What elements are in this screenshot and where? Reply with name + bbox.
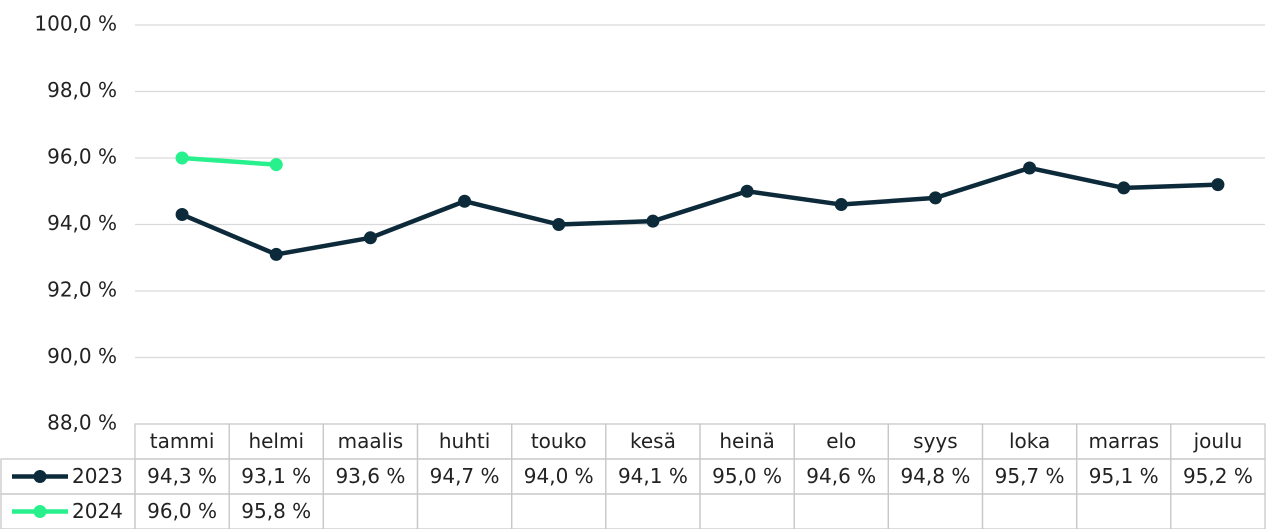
- data-point: [269, 247, 283, 261]
- data-point: [552, 218, 566, 231]
- x-tick-label: syys: [913, 429, 958, 453]
- data-label: 94,8 %: [900, 464, 970, 488]
- data-label: 96,0 %: [147, 499, 217, 523]
- x-tick-label: touko: [531, 429, 587, 453]
- data-point: [363, 231, 377, 245]
- data-label: 94,1 %: [618, 464, 688, 488]
- legend-label: 2024: [72, 499, 123, 523]
- table-cell: [981, 493, 1078, 529]
- data-point: [1117, 181, 1131, 195]
- data-label: 93,6 %: [335, 464, 405, 488]
- table-cell: [511, 493, 607, 529]
- x-tick-label: kesä: [630, 429, 676, 453]
- x-tick-label: huhti: [439, 429, 490, 453]
- data-point: [1023, 161, 1037, 175]
- legend-label: 2023: [72, 464, 123, 488]
- table-cell: [322, 493, 419, 529]
- data-label: 95,8 %: [241, 499, 311, 523]
- legend-marker: [33, 470, 47, 483]
- data-label: 93,1 %: [241, 464, 311, 488]
- y-tick-label: 90,0 %: [47, 344, 117, 368]
- y-tick-label: 96,0 %: [47, 145, 117, 169]
- table-cell: [793, 493, 889, 529]
- data-label: 95,1 %: [1089, 464, 1159, 488]
- x-tick-label: tammi: [150, 429, 215, 453]
- table-cell: [416, 493, 513, 529]
- x-tick-label: marras: [1088, 429, 1159, 453]
- x-tick-label: joulu: [1193, 429, 1243, 453]
- y-tick-label: 98,0 %: [47, 78, 117, 102]
- x-tick-label: helmi: [248, 429, 304, 453]
- data-point: [646, 214, 660, 228]
- table-cell: [1170, 493, 1266, 529]
- data-label: 95,7 %: [995, 464, 1065, 488]
- x-tick-label: maalis: [338, 429, 404, 453]
- y-tick-label: 88,0 %: [47, 411, 117, 435]
- legend-marker: [33, 505, 47, 518]
- x-tick-label: heinä: [719, 429, 774, 453]
- data-point: [175, 151, 189, 165]
- data-label: 94,3 %: [147, 464, 217, 488]
- data-label: 94,0 %: [524, 464, 594, 488]
- x-tick-label: elo: [826, 429, 856, 453]
- y-tick-label: 94,0 %: [47, 211, 117, 235]
- table-cell: [605, 493, 701, 529]
- data-point: [834, 198, 848, 212]
- table-cell: [887, 493, 984, 529]
- x-tick-label: loka: [1009, 429, 1050, 453]
- table-cell: [1076, 493, 1172, 529]
- data-label: 95,0 %: [712, 464, 782, 488]
- data-label: 95,2 %: [1183, 464, 1253, 488]
- table-cell: [699, 493, 795, 529]
- y-tick-label: 100,0 %: [34, 12, 117, 36]
- data-point: [458, 194, 472, 208]
- data-label: 94,7 %: [430, 464, 500, 488]
- data-point: [740, 184, 754, 198]
- y-tick-label: 92,0 %: [47, 278, 117, 302]
- data-point: [928, 191, 942, 205]
- data-label: 94,6 %: [806, 464, 876, 488]
- data-point: [1211, 178, 1225, 192]
- series-line: [181, 165, 1218, 257]
- data-point: [269, 158, 283, 172]
- data-point: [175, 208, 189, 222]
- series-line: [181, 155, 277, 167]
